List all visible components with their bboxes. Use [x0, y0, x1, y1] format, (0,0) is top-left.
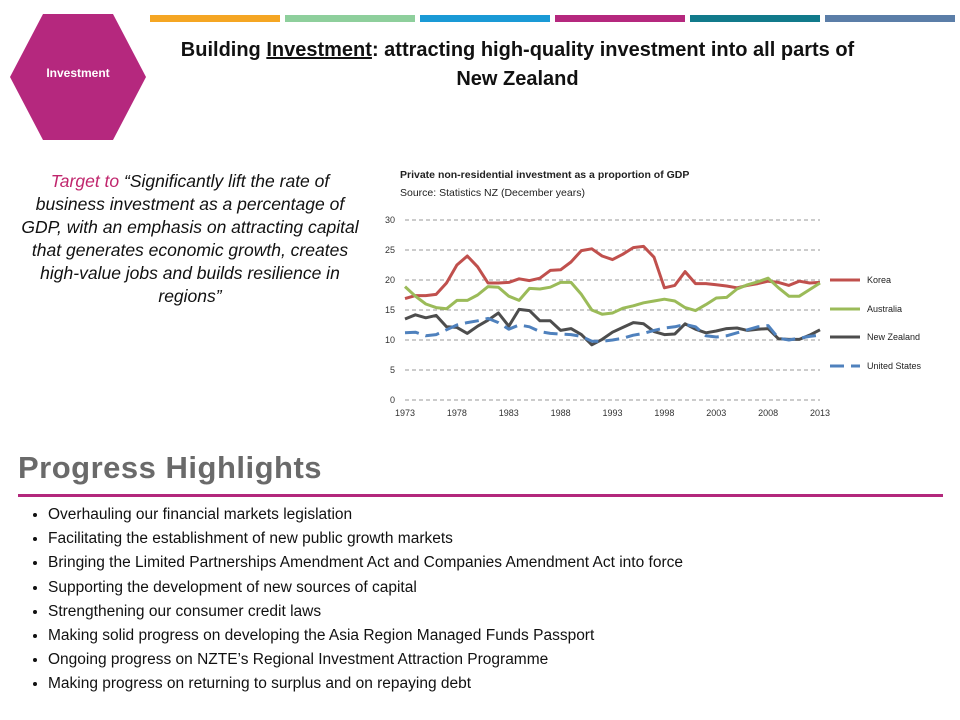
x-tick-label: 1973 [395, 408, 415, 418]
x-tick-label: 1978 [447, 408, 467, 418]
investment-badge-label: Investment [46, 66, 110, 80]
legend-label: United States [867, 361, 922, 371]
y-tick-label: 5 [390, 365, 395, 375]
title-emphasis: Investment [266, 39, 372, 61]
target-lead: Target to [50, 171, 120, 191]
chart-title: Private non-residential investment as a … [400, 169, 690, 181]
y-tick-label: 10 [385, 335, 395, 345]
top-bar-6 [825, 15, 955, 22]
series-line-united-states [404, 316, 821, 343]
target-statement: Target to “Significantly lift the rate o… [20, 170, 360, 308]
progress-item: Supporting the development of new source… [48, 576, 683, 600]
top-bar-4 [555, 15, 685, 22]
series-line-australia [403, 276, 821, 316]
progress-item: Strengthening our consumer credit laws [48, 600, 683, 624]
progress-item: Overhauling our financial markets legisl… [48, 503, 683, 527]
x-tick-label: 1993 [602, 408, 622, 418]
legend-label: New Zealand [867, 332, 920, 342]
title-suffix: : attracting high-quality investment int… [371, 39, 855, 90]
progress-divider [18, 494, 943, 497]
x-tick-label: 1988 [551, 408, 571, 418]
series-line-korea [404, 244, 821, 301]
top-bar-5 [690, 15, 820, 22]
legend-label: Korea [867, 275, 891, 285]
x-tick-label: 2003 [706, 408, 726, 418]
investment-line-chart: Private non-residential investment as a … [360, 160, 950, 435]
investment-badge-hexagon [8, 12, 148, 142]
x-tick-label: 2008 [758, 408, 778, 418]
progress-item: Ongoing progress on NZTE’s Regional Inve… [48, 648, 683, 672]
progress-item: Making progress on returning to surplus … [48, 672, 683, 696]
legend-label: Australia [867, 304, 902, 314]
progress-item: Making solid progress on developing the … [48, 624, 683, 648]
chart-subtitle: Source: Statistics NZ (December years) [400, 187, 585, 199]
progress-heading: Progress Highlights [18, 450, 323, 485]
x-tick-label: 1983 [499, 408, 519, 418]
x-tick-label: 2013 [810, 408, 830, 418]
chart-plot-area: 0 5 10 15 20 25 30 1973 1978 1983 1988 1993 1998 2003… [385, 215, 922, 418]
title-prefix: Building [180, 39, 267, 61]
progress-item: Bringing the Limited Partnerships Amendm… [48, 551, 683, 575]
y-tick-label: 20 [385, 275, 395, 285]
y-tick-label: 30 [385, 215, 395, 225]
y-tick-label: 15 [385, 305, 395, 315]
page-title: Building Investment: attracting high-qua… [160, 36, 875, 94]
top-bar-3 [420, 15, 550, 22]
x-tick-label: 1998 [654, 408, 674, 418]
top-color-bars [150, 15, 955, 22]
top-bar-2 [285, 15, 415, 22]
progress-list: Overhauling our financial markets legisl… [28, 503, 683, 697]
progress-item: Facilitating the establishment of new pu… [48, 527, 683, 551]
target-quote: “Significantly lift the rate of business… [21, 171, 359, 306]
y-tick-label: 25 [385, 245, 395, 255]
top-bar-1 [150, 15, 280, 22]
y-tick-label: 0 [390, 395, 395, 405]
